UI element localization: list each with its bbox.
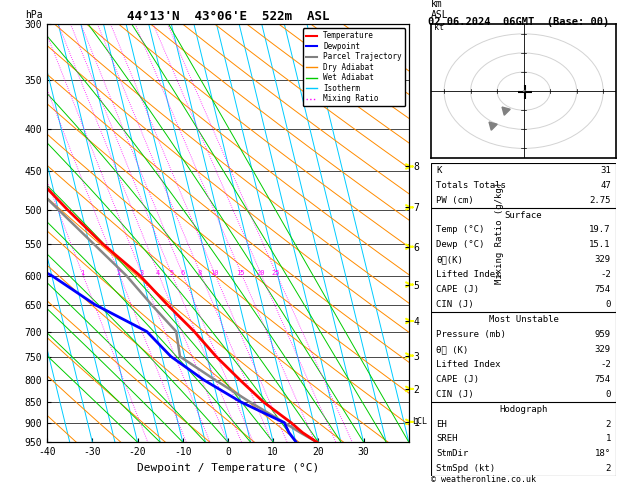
Title: 44°13'N  43°06'E  522m  ASL: 44°13'N 43°06'E 522m ASL	[127, 10, 329, 23]
Text: 15: 15	[237, 270, 245, 276]
Text: CIN (J): CIN (J)	[437, 390, 474, 399]
Text: 754: 754	[595, 285, 611, 294]
Text: 5: 5	[169, 270, 173, 276]
Legend: Temperature, Dewpoint, Parcel Trajectory, Dry Adiabat, Wet Adiabat, Isotherm, Mi: Temperature, Dewpoint, Parcel Trajectory…	[303, 28, 405, 106]
Text: 47: 47	[600, 181, 611, 190]
Text: 2: 2	[606, 464, 611, 473]
Text: 10: 10	[210, 270, 218, 276]
Text: Totals Totals: Totals Totals	[437, 181, 506, 190]
Text: Lifted Index: Lifted Index	[437, 270, 501, 279]
Text: CAPE (J): CAPE (J)	[437, 285, 479, 294]
Text: 329: 329	[595, 255, 611, 264]
X-axis label: Dewpoint / Temperature (°C): Dewpoint / Temperature (°C)	[137, 463, 319, 473]
Text: 6: 6	[180, 270, 184, 276]
Text: hPa: hPa	[25, 10, 43, 20]
Text: 3: 3	[139, 270, 143, 276]
Text: 959: 959	[595, 330, 611, 339]
Text: StmDir: StmDir	[437, 450, 469, 458]
Text: K: K	[437, 166, 442, 175]
Text: 31: 31	[600, 166, 611, 175]
Text: Pressure (mb): Pressure (mb)	[437, 330, 506, 339]
Text: 2: 2	[116, 270, 121, 276]
Text: 0: 0	[606, 300, 611, 309]
Text: 1: 1	[80, 270, 84, 276]
Text: Mixing Ratio (g/kg): Mixing Ratio (g/kg)	[495, 182, 504, 284]
Text: Dewp (°C): Dewp (°C)	[437, 241, 485, 249]
Text: 754: 754	[595, 375, 611, 384]
Text: 329: 329	[595, 345, 611, 354]
Text: SREH: SREH	[437, 434, 458, 443]
Text: Temp (°C): Temp (°C)	[437, 226, 485, 234]
Text: EH: EH	[437, 419, 447, 429]
Text: StmSpd (kt): StmSpd (kt)	[437, 464, 496, 473]
Text: 8: 8	[198, 270, 202, 276]
Text: Most Unstable: Most Unstable	[489, 315, 559, 324]
Text: 19.7: 19.7	[589, 226, 611, 234]
Text: 1: 1	[606, 434, 611, 443]
Text: 20: 20	[256, 270, 265, 276]
Text: PW (cm): PW (cm)	[437, 196, 474, 205]
Text: LCL: LCL	[413, 417, 428, 426]
Text: CAPE (J): CAPE (J)	[437, 375, 479, 384]
Text: 25: 25	[272, 270, 280, 276]
Text: θᴏ (K): θᴏ (K)	[437, 345, 469, 354]
Text: -2: -2	[600, 270, 611, 279]
Text: Surface: Surface	[505, 210, 542, 220]
Text: Hodograph: Hodograph	[499, 405, 548, 414]
Text: 4: 4	[156, 270, 160, 276]
Text: -2: -2	[600, 360, 611, 369]
Text: km
ASL: km ASL	[430, 0, 448, 20]
Text: 2.75: 2.75	[589, 196, 611, 205]
Text: Lifted Index: Lifted Index	[437, 360, 501, 369]
Text: 18°: 18°	[595, 450, 611, 458]
Text: 15.1: 15.1	[589, 241, 611, 249]
Text: 0: 0	[606, 390, 611, 399]
Text: kt: kt	[433, 23, 443, 32]
Text: © weatheronline.co.uk: © weatheronline.co.uk	[431, 474, 536, 484]
Text: θᴏ(K): θᴏ(K)	[437, 255, 464, 264]
Text: 2: 2	[606, 419, 611, 429]
Text: CIN (J): CIN (J)	[437, 300, 474, 309]
Text: 02.06.2024  06GMT  (Base: 00): 02.06.2024 06GMT (Base: 00)	[428, 17, 609, 27]
